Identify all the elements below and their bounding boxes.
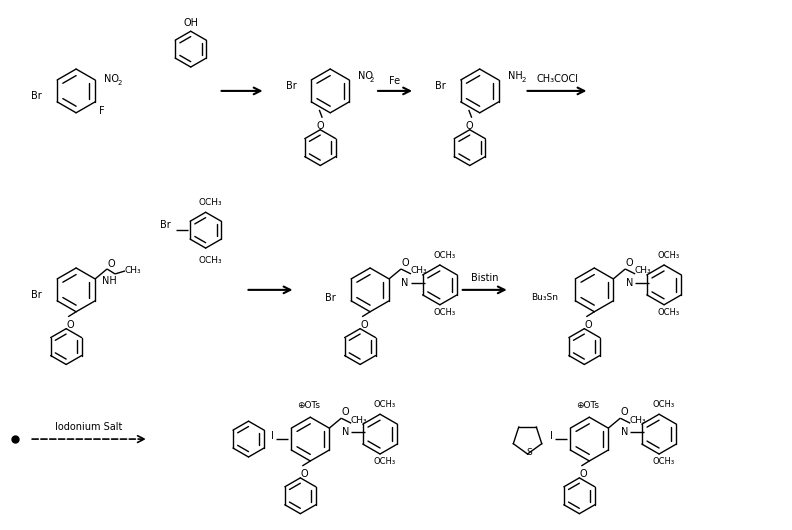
Text: CH₃: CH₃	[635, 267, 652, 276]
Text: OCH₃: OCH₃	[653, 400, 675, 409]
Text: NO: NO	[104, 74, 119, 84]
Text: NH: NH	[508, 71, 523, 81]
Text: Fe: Fe	[390, 76, 401, 86]
Text: N: N	[341, 427, 349, 437]
Text: O: O	[584, 320, 592, 330]
Text: OCH₃: OCH₃	[658, 308, 680, 317]
Text: O: O	[402, 258, 409, 268]
Text: O: O	[466, 121, 474, 131]
Text: 2: 2	[118, 80, 122, 86]
Text: N: N	[626, 278, 633, 288]
Text: CH₃: CH₃	[351, 416, 367, 425]
Text: 2: 2	[521, 77, 526, 83]
Text: OCH₃: OCH₃	[658, 251, 680, 260]
Text: OCH₃: OCH₃	[199, 255, 223, 264]
Text: Bu₃Sn: Bu₃Sn	[531, 293, 558, 302]
Text: ⊕OTs: ⊕OTs	[297, 401, 320, 410]
Text: Br: Br	[435, 81, 446, 91]
Text: O: O	[341, 407, 349, 417]
Text: O: O	[620, 407, 628, 417]
Text: Br: Br	[32, 290, 42, 300]
Text: OH: OH	[183, 18, 198, 28]
Text: OCH₃: OCH₃	[434, 308, 456, 317]
Text: CH₃: CH₃	[411, 267, 428, 276]
Text: F: F	[99, 106, 105, 116]
Text: O: O	[67, 320, 74, 330]
Text: N: N	[621, 427, 628, 437]
Text: I: I	[271, 431, 274, 441]
Text: O: O	[580, 469, 587, 479]
Text: 2: 2	[370, 77, 375, 83]
Text: CH₃COCl: CH₃COCl	[536, 74, 578, 84]
Text: O: O	[317, 121, 324, 131]
Text: I: I	[550, 431, 553, 441]
Text: ⊕OTs: ⊕OTs	[576, 401, 599, 410]
Text: S: S	[527, 447, 532, 456]
Text: Bistin: Bistin	[471, 273, 498, 283]
Text: CH₃: CH₃	[124, 267, 141, 276]
Text: CH₃: CH₃	[630, 416, 646, 425]
Text: Iodonium Salt: Iodonium Salt	[55, 422, 123, 432]
Text: O: O	[300, 469, 308, 479]
Text: Br: Br	[161, 220, 171, 230]
Text: OCH₃: OCH₃	[653, 457, 675, 466]
Text: OCH₃: OCH₃	[434, 251, 456, 260]
Text: Br: Br	[326, 293, 337, 303]
Text: OCH₃: OCH₃	[374, 400, 396, 409]
Text: NH: NH	[101, 276, 116, 286]
Text: NO: NO	[358, 71, 373, 81]
Text: O: O	[360, 320, 368, 330]
Text: Br: Br	[32, 91, 42, 101]
Text: O: O	[107, 259, 115, 269]
Text: Br: Br	[286, 81, 296, 91]
Text: O: O	[626, 258, 633, 268]
Text: OCH₃: OCH₃	[199, 198, 223, 207]
Text: OCH₃: OCH₃	[374, 457, 396, 466]
Text: N: N	[402, 278, 409, 288]
